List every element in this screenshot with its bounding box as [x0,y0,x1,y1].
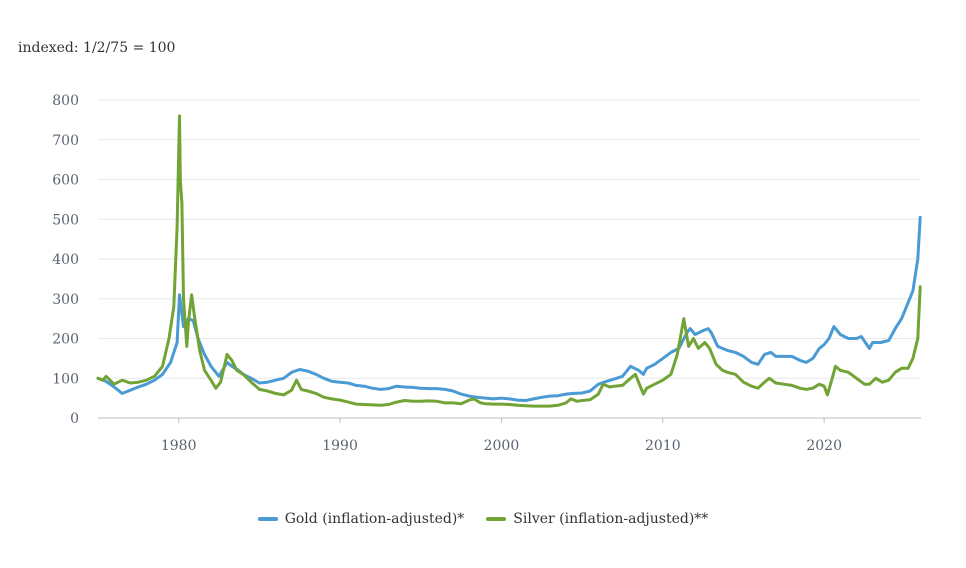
line-chart: 0 100 200 300 400 500 600 700 800 1980 1990 2000 20… [52,93,922,454]
y-tick-label-100: 100 [52,371,79,387]
x-tick-label-1980: 1980 [161,438,197,454]
silver-swatch-icon [486,517,507,521]
legend-label-silver: Silver (inflation-adjusted)** [513,511,709,527]
y-tick-label-300: 300 [52,292,79,308]
x-tick-label-2000: 2000 [484,438,520,454]
x-tick-label-1990: 1990 [322,438,358,454]
legend: Gold (inflation-adjusted)* Silver (infla… [0,511,966,527]
legend-item-silver[interactable]: Silver (inflation-adjusted)** [486,511,708,527]
y-tick-label-500: 500 [52,212,79,228]
y-tick-label-800: 800 [52,93,79,109]
y-tick-label-200: 200 [52,332,79,348]
gold-swatch-icon [257,517,278,521]
series-lines [96,114,922,408]
legend-label-gold: Gold (inflation-adjusted)* [284,511,465,527]
y-tick-label-400: 400 [52,252,79,268]
x-axis: 1980 1990 2000 2010 2020 [98,417,921,454]
y-tick-label-700: 700 [52,133,79,149]
index-note: indexed: 1/2/75 = 100 [18,40,176,56]
gold-series-line [96,215,922,402]
x-tick-label-2020: 2020 [806,438,842,454]
legend-item-gold[interactable]: Gold (inflation-adjusted)* [257,511,465,527]
x-tick-label-2010: 2010 [645,438,681,454]
silver-series-line [96,114,922,408]
y-tick-label-600: 600 [52,173,79,189]
y-axis: 0 100 200 300 400 500 600 700 800 [52,93,79,427]
y-tick-label-0: 0 [70,411,79,427]
